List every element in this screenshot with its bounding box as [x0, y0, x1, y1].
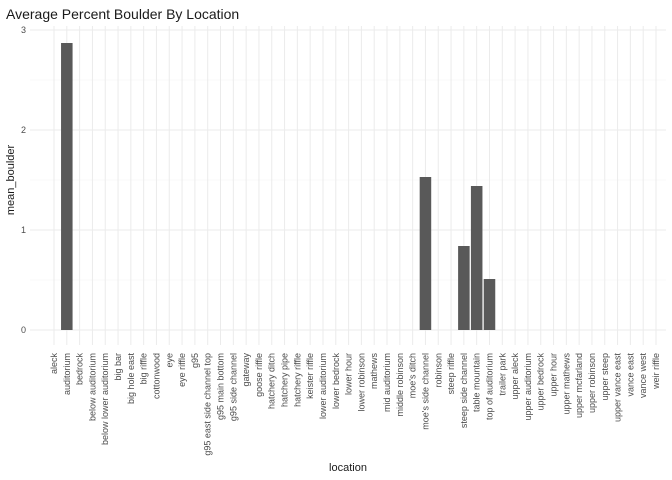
x-tick-label: below lower auditorium — [100, 353, 110, 445]
x-tick-label: bedrock — [75, 353, 85, 386]
x-tick-label: table mountain — [472, 353, 482, 412]
x-tick-label: upper steep — [600, 353, 610, 401]
bar — [419, 177, 432, 330]
x-tick-label: g95 east side channel top — [203, 353, 213, 456]
x-tick-label: upper hour — [549, 353, 559, 397]
x-tick-label: goose riffle — [254, 353, 264, 397]
chart-title: Average Percent Boulder By Location — [6, 6, 240, 22]
x-tick-label: big hole east — [126, 353, 136, 405]
y-axis-title: mean_boulder — [5, 145, 17, 216]
x-tick-label: auditorium — [62, 353, 72, 395]
x-tick-label: aleck — [49, 353, 59, 375]
y-tick-label: 0 — [21, 325, 26, 335]
x-tick-label: vance west — [638, 353, 648, 399]
x-tick-label: middle robinson — [395, 353, 405, 417]
x-tick-label: moe's side channel — [420, 353, 430, 430]
x-tick-label: eye — [164, 353, 174, 368]
x-axis-title: location — [329, 462, 367, 474]
x-tick-label: big bar — [113, 353, 123, 381]
x-tick-label: below auditorium — [87, 353, 97, 421]
bar — [458, 246, 470, 330]
bar — [483, 279, 496, 330]
x-tick-label: upper auditorium — [523, 353, 533, 421]
x-tick-label: upper mathews — [561, 353, 571, 415]
x-tick-label: vance east — [625, 353, 635, 397]
x-tick-label: cottonwood — [151, 353, 161, 399]
x-tick-label: lower auditorium — [318, 353, 328, 419]
x-tick-label: eye riffle — [177, 353, 187, 387]
x-tick-label: hatchery riffle — [292, 353, 302, 407]
x-tick-label: hatchery ditch — [267, 353, 277, 409]
x-tick-label: upper robinson — [587, 353, 597, 413]
x-tick-label: upper mcfarland — [574, 353, 584, 418]
x-tick-label: moe's ditch — [408, 353, 418, 398]
x-tick-label: g95 — [190, 353, 200, 368]
x-tick-label: robinson — [433, 353, 443, 388]
y-tick-label: 1 — [21, 225, 26, 235]
x-tick-label: steep riffle — [446, 353, 456, 394]
x-tick-label: upper bedrock — [536, 353, 546, 411]
x-tick-label: trailer park — [497, 353, 507, 396]
x-tick-label: g95 side channel — [228, 353, 238, 421]
x-tick-label: mathews — [369, 353, 379, 390]
x-tick-label: gateway — [241, 353, 251, 387]
y-tick-label: 3 — [21, 25, 26, 35]
x-tick-label: lower robinson — [356, 353, 366, 412]
x-tick-label: top of auditorium — [484, 353, 494, 420]
x-tick-label: mid auditorium — [382, 353, 392, 412]
x-tick-label: big riffle — [139, 353, 149, 384]
x-tick-label: lower hour — [344, 353, 354, 395]
x-tick-label: g95 main bottom — [216, 353, 226, 420]
bar — [61, 43, 73, 330]
x-tick-label: lower bedrock — [331, 353, 341, 410]
x-tick-label: upper aleck — [510, 353, 520, 400]
x-tick-label: hatchery pipe — [280, 353, 290, 407]
x-tick-label: weir riffle — [651, 353, 661, 390]
x-tick-label: steep side channel — [459, 353, 469, 428]
x-tick-label: keister riffle — [305, 353, 315, 399]
y-tick-label: 2 — [21, 125, 26, 135]
x-tick-label: upper vance east — [613, 353, 623, 423]
bar — [470, 186, 483, 330]
